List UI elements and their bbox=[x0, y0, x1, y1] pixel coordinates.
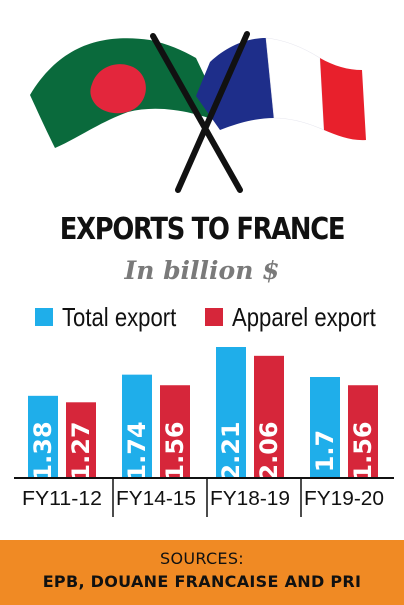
data-label-total-export-fy11-12: 1.38 bbox=[29, 421, 57, 480]
data-label-total-export-fy19-20: 1.7 bbox=[311, 430, 339, 473]
data-label-total-export-fy14-15: 1.74 bbox=[123, 421, 151, 480]
data-label-apparel-export-fy11-12: 1.27 bbox=[67, 421, 95, 480]
bangladesh-flag-disc bbox=[90, 64, 146, 114]
bar-apparel-export-fy18-19 bbox=[254, 355, 284, 477]
bar-chart: 1.38 1.27 1.74 1.56 2.21 2.06 1.7 1.56 FY11-12 FY… bbox=[14, 347, 394, 517]
france-flag-pole bbox=[175, 31, 250, 193]
chart-subtitle: In billion $ bbox=[124, 256, 280, 285]
data-label-apparel-export-fy19-20: 1.56 bbox=[349, 421, 377, 480]
data-label-apparel-export-fy18-19: 2.06 bbox=[255, 421, 283, 480]
bar-apparel-export-fy14-15 bbox=[160, 385, 190, 477]
france-flag-red bbox=[320, 58, 366, 141]
data-label-apparel-export-fy14-15: 1.56 bbox=[161, 421, 189, 480]
x-tick-label-fy19-20: FY19-20 bbox=[304, 488, 384, 510]
sources-list: EPB, DOUANE FRANCAISE AND PRI bbox=[42, 572, 362, 591]
legend-label-total-export: Total export bbox=[62, 301, 177, 332]
legend-swatch-apparel-export bbox=[205, 308, 223, 326]
legend-swatch-total-export bbox=[35, 308, 53, 326]
bar-total-export-fy14-15 bbox=[122, 374, 152, 477]
bar-total-export-fy11-12 bbox=[28, 395, 58, 477]
bar-apparel-export-fy19-20 bbox=[348, 385, 378, 477]
legend-item-apparel-export: Apparel export bbox=[205, 300, 401, 334]
sources-label: SOURCES: bbox=[159, 549, 244, 568]
chart-title: EXPORTS TO FRANCE bbox=[59, 212, 346, 247]
bangladesh-flag bbox=[30, 38, 228, 149]
legend-label-apparel-export: Apparel export bbox=[232, 301, 376, 332]
data-label-total-export-fy18-19: 2.21 bbox=[217, 421, 245, 480]
bar-total-export-fy19-20 bbox=[310, 377, 340, 477]
bangladesh-flag-pole bbox=[150, 33, 243, 193]
sources-footer: SOURCES: EPB, DOUANE FRANCAISE AND PRI bbox=[0, 540, 404, 605]
x-tick-label-fy14-15: FY14-15 bbox=[116, 488, 196, 510]
bangladesh-france-flags-illustration bbox=[30, 31, 366, 193]
bar-apparel-export-fy11-12 bbox=[66, 402, 96, 477]
bar-total-export-fy18-19 bbox=[216, 347, 246, 477]
legend-item-total-export: Total export bbox=[35, 300, 196, 334]
x-tick-label-fy18-19: FY18-19 bbox=[210, 488, 290, 510]
france-flag-white bbox=[265, 37, 325, 131]
x-tick-label-fy11-12: FY11-12 bbox=[22, 488, 102, 510]
